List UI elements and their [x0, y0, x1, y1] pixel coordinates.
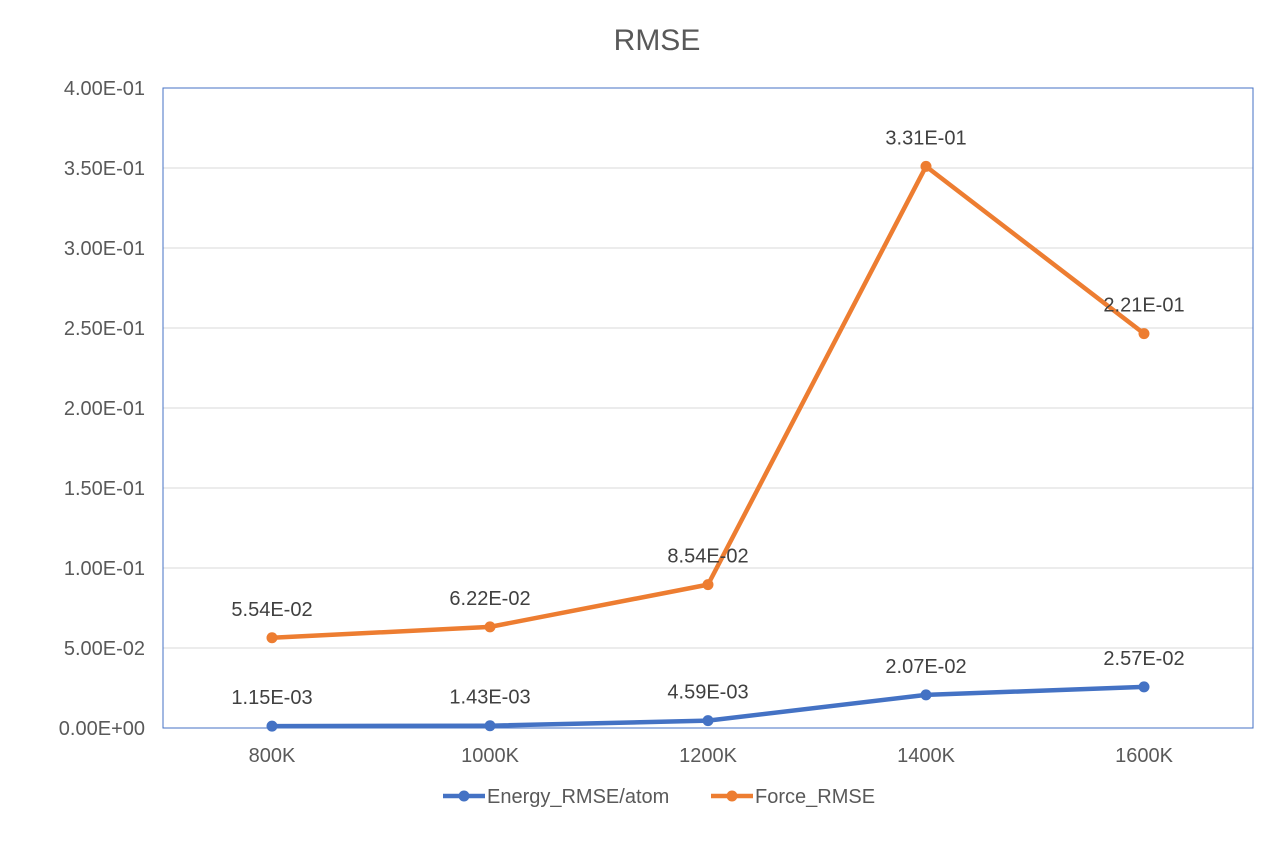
- y-tick-label: 0.00E+00: [59, 718, 145, 740]
- data-point: [920, 160, 932, 172]
- data-point: [920, 689, 932, 701]
- legend-marker: [458, 790, 470, 802]
- y-tick-label: 4.00E-01: [64, 78, 145, 100]
- data-label: 3.31E-01: [885, 127, 966, 149]
- y-tick-label: 3.00E-01: [64, 238, 145, 260]
- data-point: [266, 632, 278, 644]
- x-tick-label: 1200K: [679, 745, 737, 767]
- legend-label: Force_RMSE: [755, 786, 875, 808]
- data-label: 6.22E-02: [449, 588, 530, 610]
- y-tick-label: 2.50E-01: [64, 318, 145, 340]
- y-tick-label: 5.00E-02: [64, 638, 145, 660]
- plot-border: [162, 87, 1254, 729]
- data-labels: 1.15E-03 1.43E-03 4.59E-03 2.07E-02 2.57E-02…: [231, 127, 1184, 709]
- data-label: 2.07E-02: [885, 656, 966, 678]
- plot-frame: [162, 87, 1254, 729]
- legend-marker: [726, 790, 738, 802]
- y-axis-ticks: 0.00E+00 5.00E-02 1.00E-01 1.50E-01 2.00E-01…: [59, 78, 145, 740]
- y-tick-label: 1.50E-01: [64, 478, 145, 500]
- data-point: [484, 621, 496, 633]
- x-tick-label: 1400K: [897, 745, 955, 767]
- x-tick-label: 800K: [249, 745, 296, 767]
- data-point: [266, 720, 278, 732]
- data-point: [702, 715, 714, 727]
- x-tick-label: 1000K: [461, 745, 519, 767]
- data-label: 2.57E-02: [1103, 648, 1184, 670]
- data-label: 1.15E-03: [231, 687, 312, 709]
- y-tick-label: 1.00E-01: [64, 558, 145, 580]
- series-layer: [266, 160, 1150, 732]
- y-tick-label: 2.00E-01: [64, 398, 145, 420]
- data-label: 8.54E-02: [667, 546, 748, 568]
- data-label: 2.21E-01: [1103, 295, 1184, 317]
- data-point: [1138, 328, 1150, 340]
- gridlines: [163, 167, 1253, 649]
- x-tick-label: 1600K: [1115, 745, 1173, 767]
- data-point: [702, 579, 714, 591]
- chart-title: RMSE: [614, 24, 701, 57]
- data-point: [1138, 681, 1150, 693]
- data-label: 4.59E-03: [667, 682, 748, 704]
- x-axis-ticks: 800K 1000K 1200K 1400K 1600K: [249, 745, 1174, 767]
- y-tick-label: 3.50E-01: [64, 158, 145, 180]
- data-point: [484, 720, 496, 732]
- legend-label: Energy_RMSE/atom: [487, 786, 669, 808]
- data-label: 5.54E-02: [231, 599, 312, 621]
- data-label: 1.43E-03: [449, 687, 530, 709]
- legend: Energy_RMSE/atom Force_RMSE: [443, 786, 875, 808]
